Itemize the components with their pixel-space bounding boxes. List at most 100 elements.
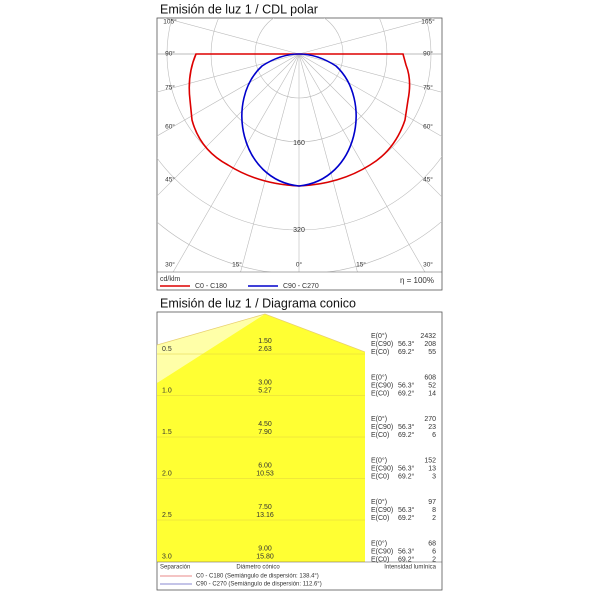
ring-label: 320 [293, 227, 305, 234]
e-angle: 69.2° [398, 472, 415, 480]
height: 3.0 [162, 553, 172, 560]
angle-label: 30° [165, 261, 175, 269]
unit: cd/klm [160, 276, 180, 283]
diameter: 3.00 [258, 379, 272, 386]
height: 2.5 [162, 512, 172, 519]
angle-label: 15° [356, 261, 366, 269]
angle-label: 90° [423, 50, 433, 58]
spoke [157, 53, 300, 137]
e-label: E(C90) [371, 382, 393, 389]
e-label: E(C90) [371, 548, 393, 555]
diameter: 7.90 [258, 429, 272, 436]
legend-label: C90 - C270 (Semiángulo de dispersión: 11… [196, 582, 322, 588]
spoke [298, 53, 442, 137]
e-value: 2432 [420, 333, 436, 340]
e-value: 52 [428, 382, 436, 389]
e-label: E(0°) [371, 456, 387, 464]
footer-label: Intensidad lumínica [384, 565, 436, 571]
e-label: E(C90) [371, 341, 393, 348]
spoke [172, 53, 300, 272]
e-angle: 69.2° [398, 555, 415, 563]
polar-title: Emisión de luz 1 / CDL polar [160, 2, 318, 16]
cone-title: Emisión de luz 1 / Diagrama conico [160, 296, 356, 310]
e-label: E(C0) [371, 515, 389, 522]
diameter: 5.27 [258, 387, 272, 394]
e-value: 208 [424, 341, 436, 348]
e-angle: 56.3° [398, 506, 415, 514]
diameter: 9.00 [258, 545, 272, 552]
spoke [298, 53, 426, 272]
spoke [298, 18, 435, 55]
angle-label: 45° [423, 176, 433, 184]
cone-edge [156, 313, 366, 353]
spoke [240, 53, 300, 272]
legend-label: C90 - C270 [283, 283, 319, 290]
e-label: E(0°) [371, 373, 387, 381]
e-value: 270 [424, 416, 436, 423]
angle-label: 75° [423, 84, 433, 92]
footer-label: Diámetro cónico [236, 565, 280, 571]
spoke [157, 53, 300, 93]
e-label: E(C0) [371, 390, 389, 397]
diameter: 7.50 [258, 504, 272, 511]
diameter: 13.16 [256, 512, 274, 519]
e-value: 23 [428, 424, 436, 431]
e-label: E(C90) [371, 465, 393, 472]
efficiency: η = 100% [400, 276, 434, 285]
e-label: E(C0) [371, 349, 389, 356]
e-value: 608 [424, 374, 436, 381]
e-label: E(C0) [371, 432, 389, 439]
e-value: 2 [432, 556, 436, 563]
ring-label: 160 [293, 140, 305, 147]
diameter: 6.00 [258, 462, 272, 469]
e-value: 3 [432, 473, 436, 480]
e-value: 2 [432, 515, 436, 522]
e-angle: 69.2° [398, 431, 415, 439]
e-value: 8 [432, 507, 436, 514]
e-angle: 56.3° [398, 464, 415, 472]
spoke [298, 53, 358, 272]
angle-label: 15° [232, 261, 242, 269]
e-value: 152 [424, 457, 436, 464]
e-label: E(0°) [371, 539, 387, 547]
angle-label: 75° [165, 84, 175, 92]
e-angle: 69.2° [398, 514, 415, 522]
e-value: 6 [432, 548, 436, 555]
diameter: 10.53 [256, 470, 274, 477]
e-label: E(C0) [371, 473, 389, 480]
e-value: 55 [428, 349, 436, 356]
e-angle: 56.3° [398, 381, 415, 389]
angle-label: 105° [421, 18, 435, 26]
diameter: 4.50 [258, 421, 272, 428]
e-angle: 69.2° [398, 348, 415, 356]
curve-c0 [188, 53, 411, 187]
cone [157, 314, 365, 562]
angle-label: 90° [165, 50, 175, 58]
angle-label: 0° [296, 261, 303, 269]
height: 1.0 [162, 387, 172, 394]
legend-label: C0 - C180 [195, 283, 227, 290]
e-angle: 56.3° [398, 547, 415, 555]
e-value: 14 [428, 390, 436, 397]
legend-label: C0 - C180 (Semiángulo de dispersión: 138… [196, 574, 319, 580]
e-label: E(C90) [371, 507, 393, 514]
angle-label: 105° [163, 18, 177, 26]
e-value: 68 [428, 540, 436, 547]
height: 1.5 [162, 429, 172, 436]
e-angle: 56.3° [398, 423, 415, 431]
e-label: E(0°) [371, 415, 387, 423]
diameter: 2.63 [258, 346, 272, 353]
spoke [298, 53, 442, 93]
e-value: 97 [428, 499, 436, 506]
e-angle: 56.3° [398, 340, 415, 348]
e-value: 6 [432, 432, 436, 439]
footer-label: Separación [160, 565, 190, 571]
diameter: 15.80 [256, 553, 274, 560]
spoke [163, 18, 300, 55]
height: 0.5 [162, 346, 172, 353]
e-label: E(C0) [371, 556, 389, 563]
curve-c90 [241, 53, 357, 187]
angle-label: 60° [165, 123, 175, 131]
